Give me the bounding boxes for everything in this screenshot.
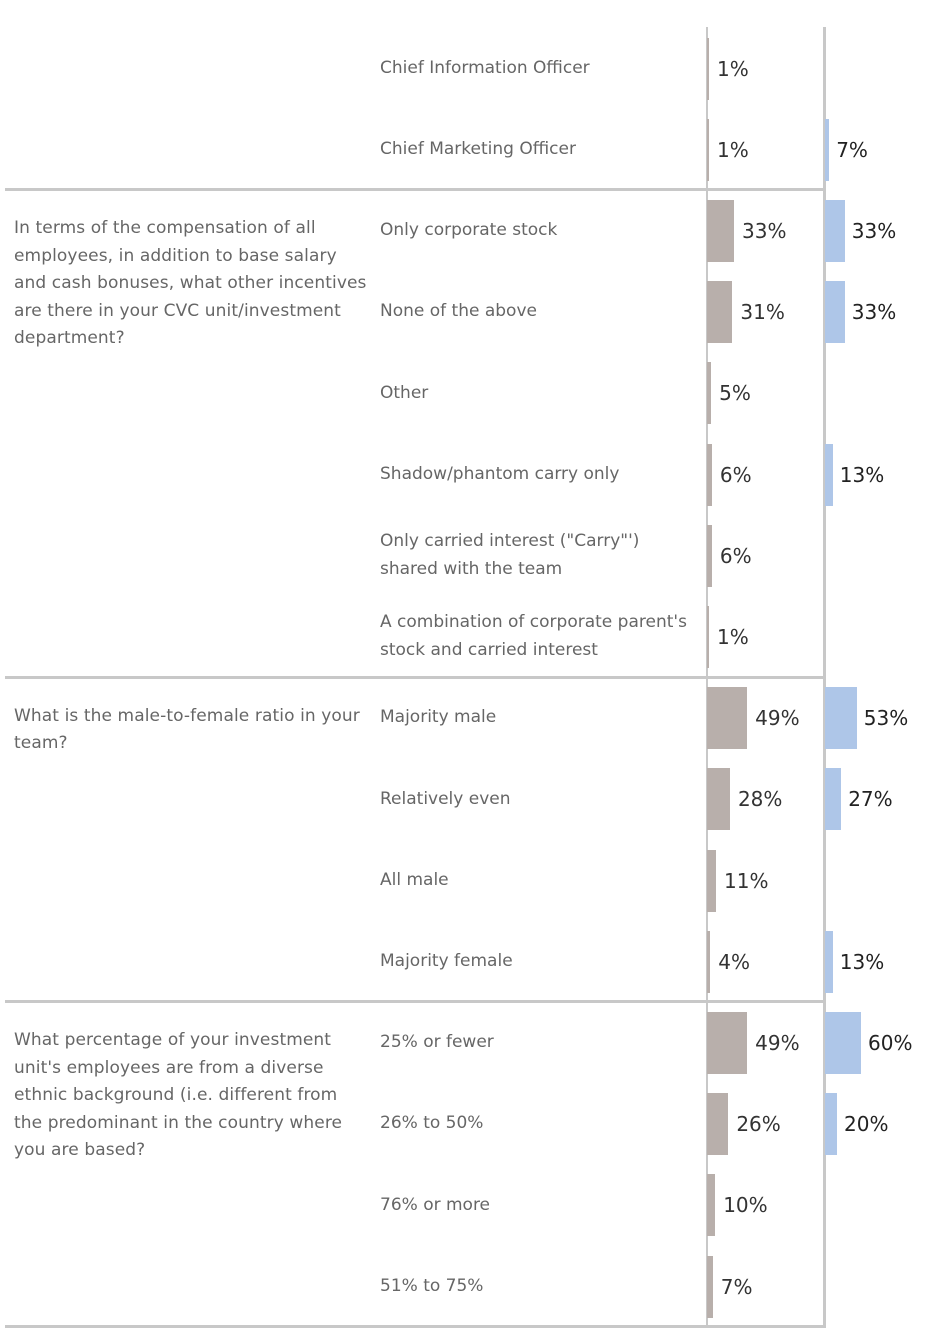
blue-bar	[825, 930, 833, 993]
gray-value-label: 7%	[720, 1274, 753, 1299]
gray-value-label: 26%	[736, 1112, 781, 1137]
blue-bar	[825, 118, 830, 181]
gray-bar	[707, 281, 733, 344]
option-label: A combination of corporate parent's stoc…	[380, 612, 687, 660]
gray-value-label: 11%	[724, 868, 769, 893]
blue-bar	[825, 687, 857, 750]
gray-bar	[707, 1093, 729, 1156]
question-text: What percentage of your investment unit'…	[14, 1030, 343, 1161]
gray-bar	[707, 1255, 713, 1318]
gray-bar	[707, 362, 712, 425]
gray-bar	[707, 1174, 716, 1237]
blue-value-label: 33%	[851, 300, 897, 325]
group-separator	[5, 1000, 826, 1004]
option-label: 25% or fewer	[380, 1032, 494, 1053]
gray-value-label: 1%	[717, 56, 749, 81]
gray-value-label: 6%	[719, 543, 752, 568]
gray-bar	[707, 443, 712, 506]
group-separator	[5, 188, 826, 192]
gray-bar	[707, 606, 709, 668]
option-label: Shadow/phantom carry only	[380, 463, 620, 484]
blue-value-label: 60%	[868, 1031, 913, 1055]
gray-value-label: 28%	[737, 787, 783, 812]
option-label: Chief Information Officer	[380, 57, 590, 78]
option-label: Majority male	[380, 707, 497, 728]
gray-value-label: 6%	[719, 462, 752, 487]
option-label: 76% or more	[380, 1194, 491, 1215]
option-label: All male	[380, 869, 449, 890]
option-label: Majority female	[380, 951, 513, 972]
gray-bar	[707, 118, 709, 181]
option-label: Chief Marketing Officer	[380, 139, 576, 160]
blue-value-label: 13%	[839, 462, 885, 487]
gray-value-label: 1%	[717, 137, 749, 162]
gray-bar	[707, 930, 711, 993]
blue-value-label: 53%	[863, 706, 909, 731]
gray-value-label: 10%	[723, 1193, 768, 1218]
blue-bar	[825, 443, 833, 506]
blue-value-label: 13%	[839, 949, 885, 974]
option-label: 26% to 50%	[380, 1113, 484, 1134]
gray-bar	[707, 37, 709, 100]
question-text: What is the male-to-female ratio in your…	[14, 705, 360, 754]
option-label: Relatively even	[380, 788, 511, 809]
blue-bar	[825, 768, 842, 831]
gray-value-label: 1%	[717, 625, 749, 649]
option-label: Other	[380, 382, 429, 403]
gray-bar	[707, 200, 735, 262]
gray-value-label: 4%	[718, 949, 750, 974]
gray-value-label: 33%	[742, 219, 787, 243]
question-text: In terms of the compensation of all empl…	[14, 218, 367, 349]
gray-value-label: 31%	[740, 300, 785, 325]
group-separator	[5, 1325, 826, 1329]
gray-bar	[707, 687, 748, 750]
blue-value-label: 27%	[848, 787, 893, 812]
option-label: Only corporate stock	[380, 220, 558, 241]
blue-bar	[825, 1012, 861, 1074]
blue-value-label: 7%	[836, 137, 868, 162]
group-separator	[5, 675, 826, 679]
gray-bar	[707, 1012, 748, 1074]
gray-value-label: 49%	[755, 706, 800, 731]
option-label: 51% to 75%	[380, 1275, 484, 1296]
gray-value-label: 5%	[719, 381, 751, 406]
blue-bar	[825, 1093, 837, 1156]
blue-value-label: 33%	[851, 219, 897, 243]
blue-bar	[825, 281, 845, 344]
blue-value-label: 20%	[844, 1112, 889, 1137]
gray-bar	[707, 849, 717, 912]
gray-value-label: 49%	[755, 1031, 800, 1055]
gray-bar	[707, 524, 712, 587]
blue-bar	[825, 200, 845, 262]
option-label: None of the above	[380, 301, 537, 322]
gray-bar	[707, 768, 730, 831]
option-label: Only carried interest ("Carry"') shared …	[380, 531, 640, 579]
